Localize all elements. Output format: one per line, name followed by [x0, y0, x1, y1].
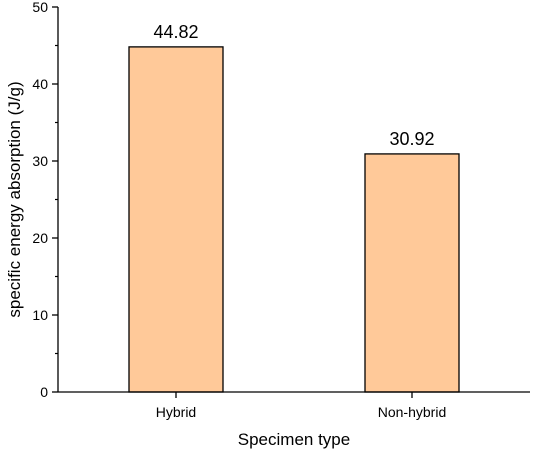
x-axis-title: Specimen type [238, 430, 350, 449]
bar-hybrid [128, 46, 224, 393]
y-tick-label: 20 [32, 230, 48, 246]
y-tick-label: 30 [32, 153, 48, 169]
y-axis-ticks: 0 10 20 30 40 50 [32, 0, 58, 400]
y-tick-label: 40 [32, 76, 48, 92]
x-tick-label: Hybrid [156, 404, 196, 420]
data-label: 44.82 [153, 22, 198, 42]
x-tick-label: Non-hybrid [378, 404, 446, 420]
y-tick-label: 50 [32, 0, 48, 15]
bars: 44.82 30.92 [128, 22, 460, 393]
bar-non-hybrid [364, 153, 460, 393]
y-tick-label: 10 [32, 307, 48, 323]
y-axis-title: specific energy absorption (J/g) [5, 81, 24, 317]
x-axis-ticks: Hybrid Non-hybrid [156, 392, 446, 420]
data-label: 30.92 [389, 129, 434, 149]
y-tick-label: 0 [40, 384, 48, 400]
